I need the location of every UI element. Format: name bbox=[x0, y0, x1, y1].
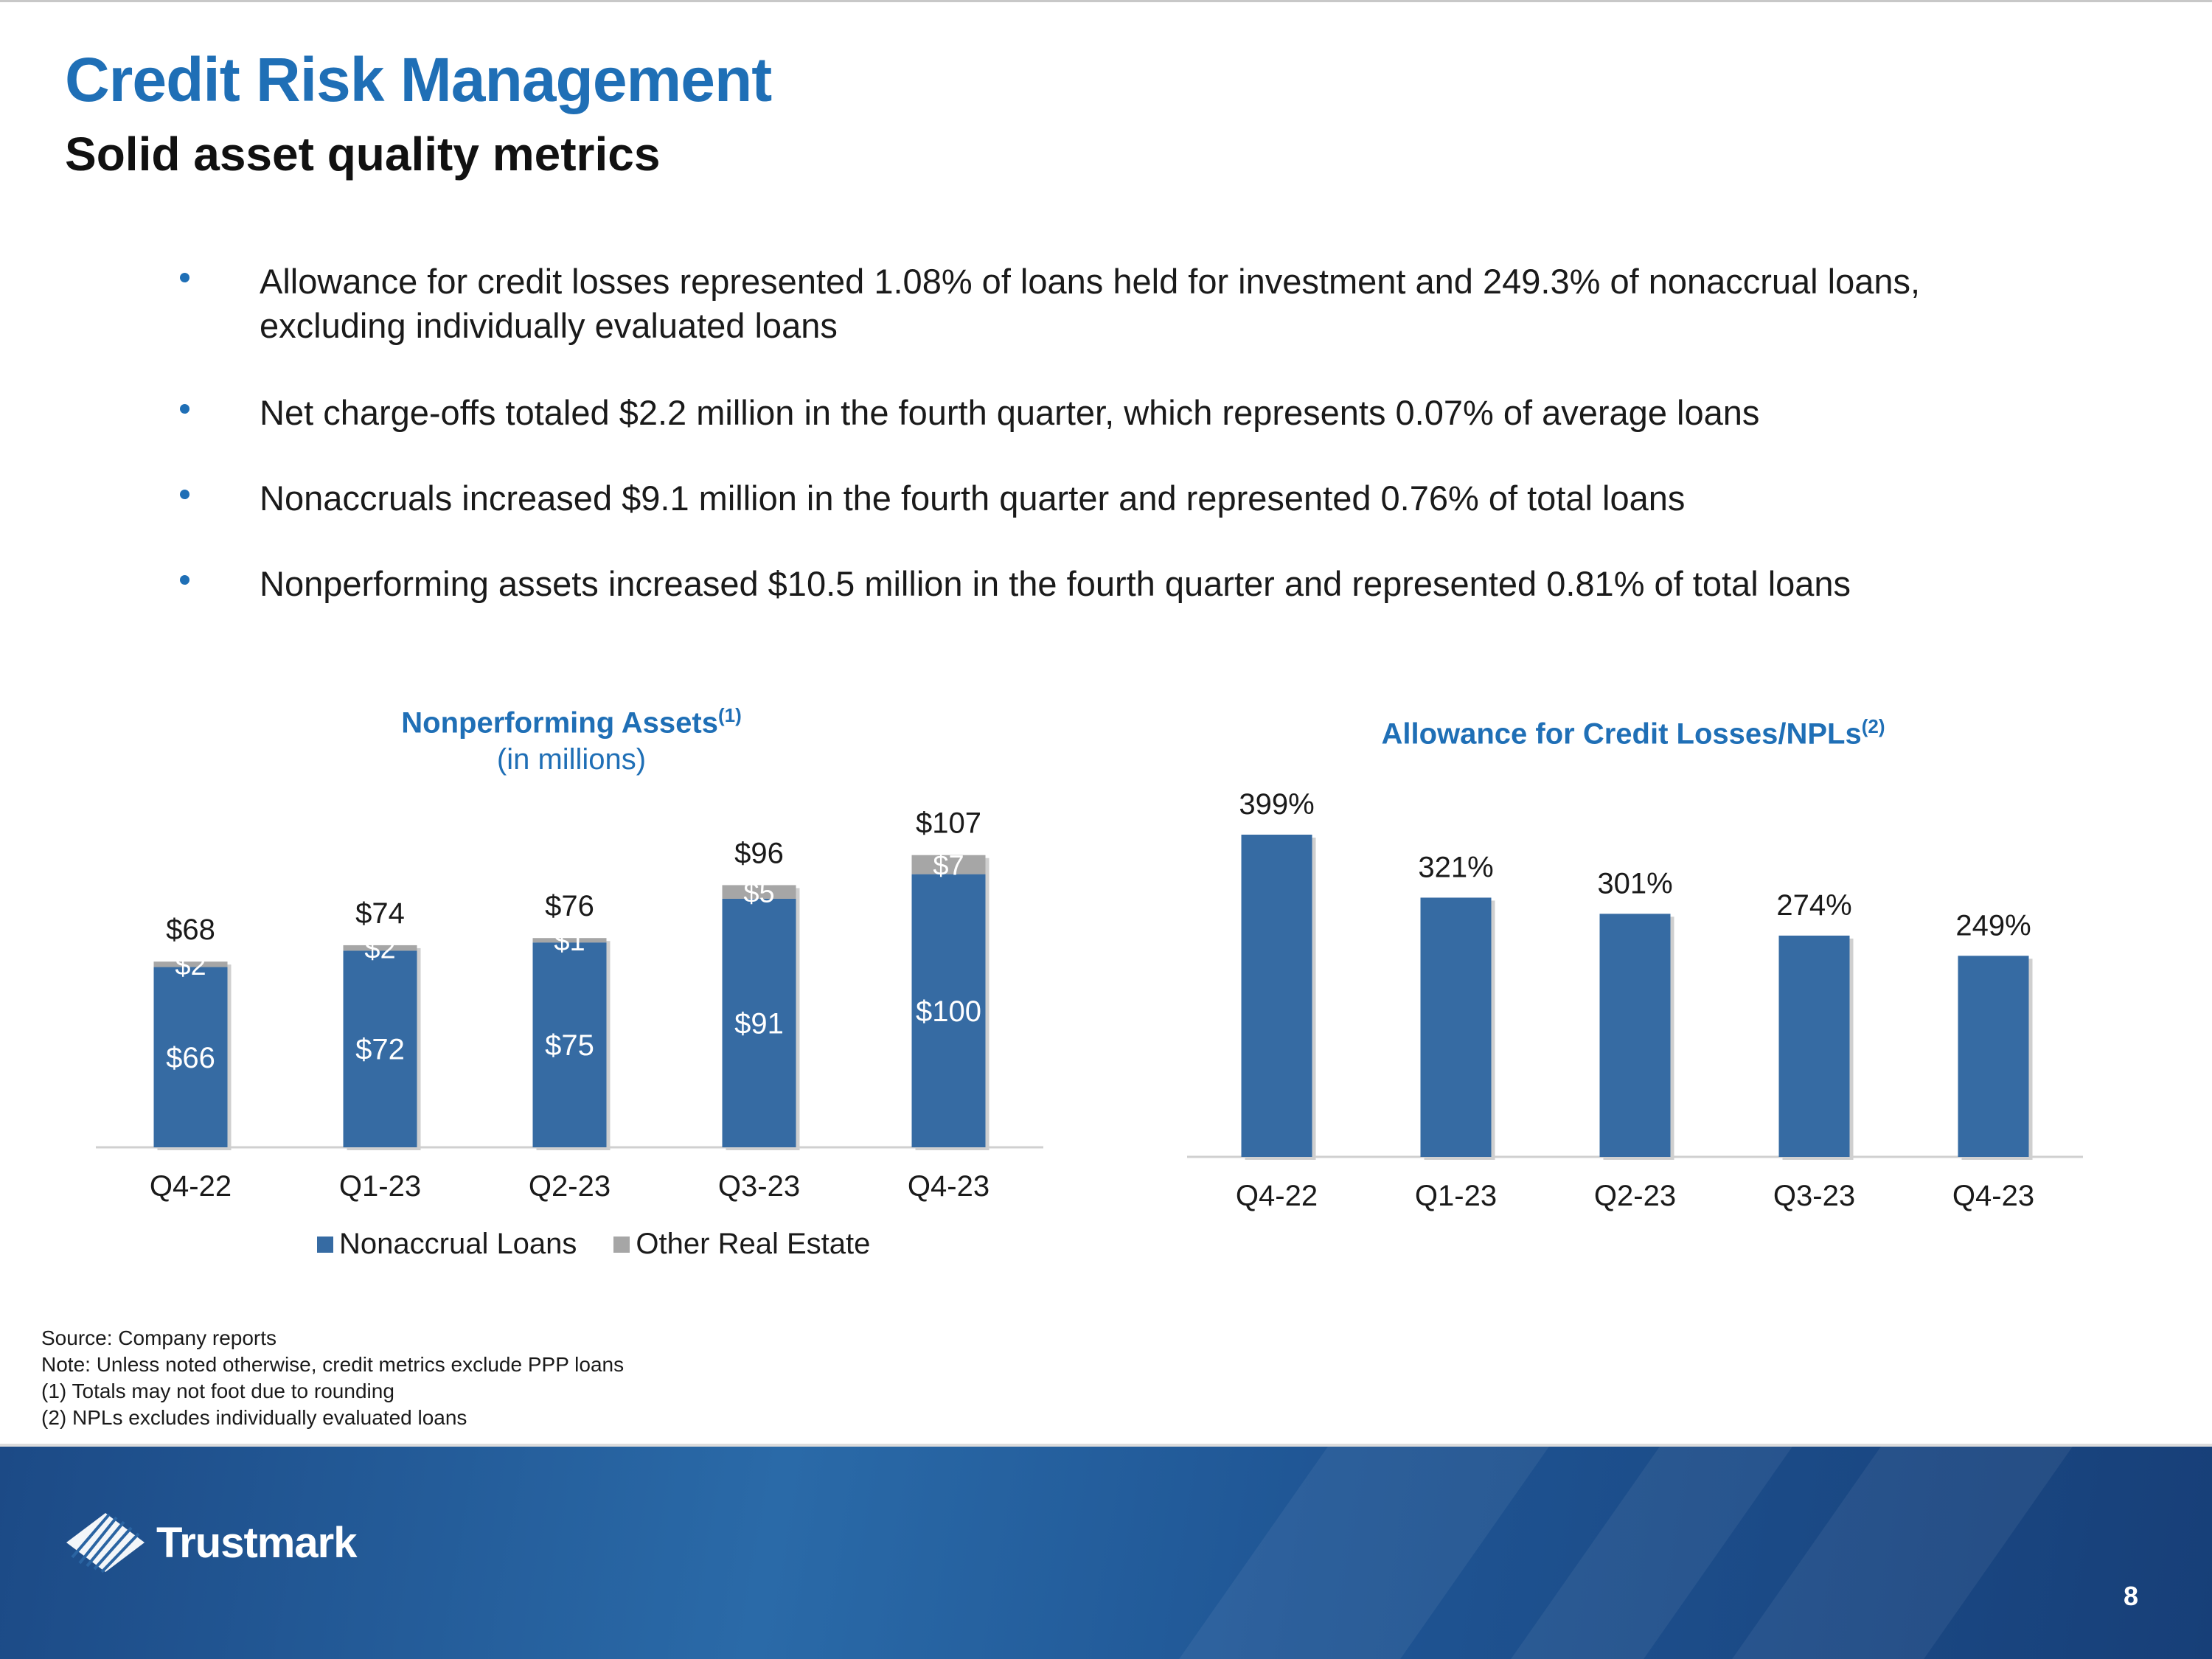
footnote-source: Source: Company reports bbox=[41, 1326, 277, 1349]
npa-x-tick-label: Q4-23 bbox=[908, 1170, 990, 1203]
npa-bar-other-real-estate bbox=[153, 961, 228, 967]
acl-x-tick-label: Q3-23 bbox=[1773, 1180, 1855, 1212]
bullet-text: Allowance for credit losses represented … bbox=[260, 262, 1921, 345]
npa-bar-nonaccrual bbox=[532, 942, 607, 1147]
npa-x-tick-label: Q4-22 bbox=[150, 1170, 232, 1203]
npa-legend: Nonaccrual Loans Other Real Estate bbox=[317, 1228, 907, 1261]
bullet-item: Nonperforming assets increased $10.5 mil… bbox=[171, 562, 2059, 606]
npa-bar-value-nonaccrual: $72 bbox=[355, 1034, 405, 1066]
acl-x-tick-label: Q4-23 bbox=[1952, 1180, 2034, 1212]
npa-bar-nonaccrual bbox=[343, 950, 417, 1147]
footer-band bbox=[0, 1447, 2212, 1659]
legend-label-nonaccrual: Nonaccrual Loans bbox=[339, 1228, 577, 1260]
page-subtitle: Solid asset quality metrics bbox=[65, 128, 661, 181]
npa-bar-other-real-estate bbox=[343, 945, 417, 951]
footnote-note: Note: Unless noted otherwise, credit met… bbox=[41, 1353, 625, 1376]
npa-chart-title-text: Nonperforming Assets bbox=[401, 706, 718, 740]
npa-bar-value-nonaccrual: $100 bbox=[916, 995, 981, 1028]
npa-bar-total: $76 bbox=[545, 890, 594, 922]
bullet-item: Allowance for credit losses represented … bbox=[171, 260, 2059, 348]
bullet-dot-icon bbox=[180, 273, 189, 282]
trustmark-logo: Trustmark bbox=[65, 1512, 357, 1573]
npa-bar-other-real-estate bbox=[911, 855, 986, 874]
npa-bar-total: $107 bbox=[916, 807, 981, 840]
footnote-2: (2) NPLs excludes individually evaluated… bbox=[41, 1406, 467, 1429]
legend-swatch-nonaccrual bbox=[317, 1236, 333, 1253]
npa-bar-total: $96 bbox=[734, 837, 784, 869]
acl-bar bbox=[1599, 914, 1671, 1157]
npa-bar-nonaccrual bbox=[153, 967, 228, 1147]
acl-bar bbox=[1241, 835, 1312, 1157]
footer-rule bbox=[0, 1444, 2212, 1447]
bullet-item: Net charge-offs totaled $2.2 million in … bbox=[171, 391, 2059, 435]
legend-swatch-other-real-estate bbox=[613, 1236, 630, 1253]
npa-bar-nonaccrual bbox=[722, 898, 796, 1147]
npa-chart-title-footnote: (1) bbox=[717, 704, 742, 726]
bullet-item: Nonaccruals increased $9.1 million in th… bbox=[171, 476, 2059, 521]
npa-bar-value-nonaccrual: $91 bbox=[734, 1007, 784, 1040]
legend-label-other-real-estate: Other Real Estate bbox=[636, 1228, 871, 1260]
acl-bar-value: 249% bbox=[1955, 909, 2031, 942]
npa-x-tick-label: Q3-23 bbox=[718, 1170, 800, 1203]
npa-bar-value-other: $2 bbox=[364, 934, 395, 965]
npa-x-tick-label: Q2-23 bbox=[529, 1170, 611, 1203]
npa-bar-nonaccrual bbox=[911, 874, 986, 1147]
acl-bar bbox=[1958, 956, 2029, 1157]
top-rule bbox=[0, 0, 2212, 2]
footnote-1: (1) Totals may not foot due to rounding bbox=[41, 1380, 394, 1402]
acl-x-tick-label: Q2-23 bbox=[1594, 1180, 1676, 1212]
footnotes: Source: Company reports Note: Unless not… bbox=[41, 1325, 624, 1431]
footer-stripe bbox=[1732, 1447, 2073, 1659]
page-number: 8 bbox=[2123, 1581, 2138, 1611]
npa-bar-other-real-estate bbox=[722, 885, 796, 899]
npa-bar-other-real-estate bbox=[532, 938, 607, 943]
npa-bar-value-nonaccrual: $66 bbox=[166, 1042, 215, 1074]
acl-bar bbox=[1420, 897, 1492, 1157]
bullet-dot-icon bbox=[180, 575, 189, 585]
acl-bar-value: 321% bbox=[1418, 851, 1493, 883]
acl-bar bbox=[1778, 935, 1850, 1157]
acl-bar-value: 274% bbox=[1776, 889, 1851, 922]
acl-bar-value: 301% bbox=[1597, 867, 1672, 900]
npa-bar-total: $74 bbox=[355, 897, 405, 930]
acl-x-tick-label: Q4-22 bbox=[1236, 1180, 1318, 1212]
acl-x-tick-label: Q1-23 bbox=[1415, 1180, 1497, 1212]
npa-chart-subtitle: (in millions) bbox=[496, 743, 647, 776]
acl-chart-title: Allowance for Credit Losses/NPLs(2) bbox=[1327, 708, 1939, 752]
trustmark-logo-text: Trustmark bbox=[156, 1518, 357, 1567]
npa-chart-title: Nonperforming Assets(1) (in millions) bbox=[317, 697, 826, 778]
legend-item-other-real-estate: Other Real Estate bbox=[613, 1228, 870, 1261]
npa-x-tick-label: Q1-23 bbox=[339, 1170, 421, 1203]
bullet-dot-icon bbox=[180, 404, 189, 414]
npa-bar-value-other: $1 bbox=[554, 926, 585, 957]
npa-bar-value-nonaccrual: $75 bbox=[545, 1029, 594, 1062]
trustmark-logo-icon bbox=[66, 1513, 145, 1573]
bullet-text: Nonperforming assets increased $10.5 mil… bbox=[260, 564, 1851, 603]
bullet-list: Allowance for credit losses represented … bbox=[171, 260, 2059, 649]
acl-bar-value: 399% bbox=[1239, 788, 1314, 821]
npa-bar-total: $68 bbox=[166, 914, 215, 946]
acl-chart-title-text: Allowance for Credit Losses/NPLs bbox=[1381, 717, 1862, 751]
legend-item-nonaccrual: Nonaccrual Loans bbox=[317, 1228, 577, 1261]
npa-bar-value-other: $5 bbox=[743, 878, 774, 909]
bullet-text: Nonaccruals increased $9.1 million in th… bbox=[260, 479, 1686, 518]
npa-bar-value-other: $2 bbox=[175, 950, 206, 981]
footer-stripe bbox=[1179, 1447, 1549, 1659]
charts-canvas: $66 $2 $68 Q4-22 $72 $2 $74 Q1-23 $75 $1 $76 Q2-23 $… bbox=[96, 788, 2083, 1212]
bullet-dot-icon bbox=[180, 490, 189, 499]
acl-chart-title-footnote: (2) bbox=[1861, 715, 1885, 737]
bullet-text: Net charge-offs totaled $2.2 million in … bbox=[260, 393, 1760, 432]
footer-stripe bbox=[1511, 1447, 1792, 1659]
page-title: Credit Risk Management bbox=[65, 45, 772, 114]
npa-bar-value-other: $7 bbox=[933, 851, 964, 882]
